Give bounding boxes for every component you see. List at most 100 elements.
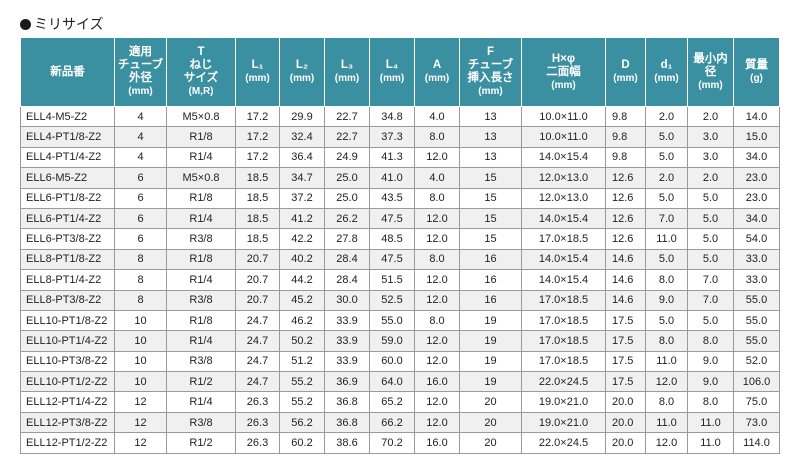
column-header-line: H×φ — [551, 52, 576, 65]
table-cell: 24.7 — [235, 350, 280, 373]
table-row: ELL4-PT1/8-Z2 4 R1/8 17.2 32.4 22.7 37.3 8.0 13 1… — [20, 126, 780, 148]
table-cell: 64.0 — [369, 371, 415, 393]
table-cell: 8.0 — [414, 248, 460, 271]
table-cell: 12.0×13.0 — [521, 167, 606, 189]
table-cell: 33.9 — [324, 350, 370, 373]
column-header: 新品番 — [20, 37, 115, 107]
table-cell: 14.0×15.4 — [521, 269, 606, 291]
table-cell: 17.0×18.5 — [521, 309, 606, 332]
table-cell: ELL4-M5-Z2 — [20, 105, 115, 128]
table-cell: 11.0 — [645, 350, 688, 373]
table-cell: 23.0 — [733, 187, 780, 209]
column-unit: (mm) — [128, 86, 153, 97]
column-header-line: d₁ — [660, 59, 673, 71]
column-unit: (mm) — [379, 73, 405, 84]
column-header-line: T — [197, 46, 205, 58]
table-cell: 34.0 — [733, 146, 780, 169]
table-cell: 14.6 — [605, 289, 646, 311]
table-cell: 12.0 — [645, 432, 688, 454]
table-cell: 17.5 — [605, 371, 646, 393]
table-cell: 41.0 — [369, 167, 415, 189]
table-cell: 29.9 — [279, 105, 325, 128]
table-cell: 5.0 — [687, 248, 734, 271]
table-cell: 5.0 — [645, 187, 688, 209]
table-cell: 8 — [114, 269, 167, 291]
table-cell: 36.9 — [324, 371, 370, 393]
table-cell: 22.0×24.5 — [521, 432, 606, 454]
table-cell: 9.0 — [687, 350, 734, 373]
table-cell: 17.2 — [235, 126, 280, 148]
table-cell: 40.2 — [279, 248, 325, 271]
table-cell: 12.6 — [605, 228, 646, 250]
column-unit: (g) — [750, 73, 763, 84]
table-cell: 5.0 — [687, 228, 734, 250]
table-cell: 44.2 — [279, 269, 325, 291]
table-cell: 4 — [114, 126, 167, 148]
table-row: ELL12-PT1/4-Z2 12 R1/4 26.3 55.2 36.8 65.2 12.0… — [20, 391, 780, 413]
table-cell: 12.0 — [414, 207, 460, 230]
table-cell: 14.0×15.4 — [521, 248, 606, 271]
table-cell: 14.0 — [733, 105, 780, 128]
table-cell: 10.0×11.0 — [521, 105, 606, 128]
table-cell: 42.2 — [279, 228, 325, 250]
table-cell: 12.0 — [414, 330, 460, 352]
table-cell: 13 — [459, 146, 522, 169]
table-cell: 20.7 — [235, 248, 280, 271]
table-cell: ELL4-PT1/8-Z2 — [20, 126, 115, 148]
table-cell: 8.0 — [645, 391, 688, 413]
table-cell: ELL8-PT1/4-Z2 — [20, 269, 115, 291]
table-cell: 55.2 — [279, 371, 325, 393]
table-cell: ELL6-PT3/8-Z2 — [20, 228, 115, 250]
table-cell: 34.7 — [279, 167, 325, 189]
table-header-row: 新品番 適用 チューブ 外径 (mm) T ねじ サイズ (M,R) L₁ (mm) L₂ (mm) L₃… — [20, 37, 780, 107]
table-cell: 8.0 — [414, 187, 460, 209]
column-header-line: L₄ — [385, 59, 399, 71]
table-cell: 17.5 — [605, 309, 646, 332]
table-cell: 50.2 — [279, 330, 325, 352]
table-cell: 12.0 — [414, 411, 460, 434]
table-cell: 5.0 — [687, 207, 734, 230]
column-header-line: 二面幅 — [546, 65, 581, 78]
table-cell: 12 — [114, 391, 167, 413]
table-row: ELL12-PT1/2-Z2 12 R1/2 26.3 60.2 38.6 70.2 16.0… — [20, 432, 780, 454]
table-cell: 9.8 — [605, 105, 646, 128]
column-header-line: サイズ — [183, 72, 219, 84]
table-cell: 20.7 — [235, 289, 280, 311]
table-cell: 5.0 — [645, 146, 688, 169]
table-cell: 8 — [114, 248, 167, 271]
table-cell: 12.0 — [414, 391, 460, 413]
table-cell: ELL12-PT3/8-Z2 — [20, 411, 115, 434]
table-cell: 12 — [114, 411, 167, 434]
table-cell: 24.7 — [235, 309, 280, 332]
table-cell: 2.0 — [687, 167, 734, 189]
table-cell: 17.0×18.5 — [521, 289, 606, 311]
table-cell: 4.0 — [414, 105, 460, 128]
table-cell: 6 — [114, 167, 167, 189]
table-cell: 26.3 — [235, 391, 280, 413]
table-body: ELL4-M5-Z2 4 M5×0.8 17.2 29.9 22.7 34.8 4.0 13 10… — [20, 105, 780, 454]
table-cell: 13 — [459, 126, 522, 148]
table-cell: 18.5 — [235, 207, 280, 230]
table-cell: 47.5 — [369, 248, 415, 271]
table-cell: R1/8 — [166, 309, 236, 332]
table-cell: 75.0 — [733, 391, 780, 413]
table-cell: 26.2 — [324, 207, 370, 230]
table-cell: 20 — [459, 432, 522, 454]
table-cell: ELL10-PT3/8-Z2 — [20, 350, 115, 373]
column-header: T ねじ サイズ (M,R) — [166, 37, 236, 107]
table-cell: 7.0 — [645, 207, 688, 230]
table-cell: 5.0 — [645, 126, 688, 148]
table-cell: 13 — [459, 105, 522, 128]
table-cell: 12 — [114, 432, 167, 454]
table-cell: 25.0 — [324, 187, 370, 209]
column-header-line: F — [486, 46, 495, 58]
table-cell: 24.9 — [324, 146, 370, 169]
table-cell: 33.0 — [733, 269, 780, 291]
table-cell: 12.0 — [414, 228, 460, 250]
table-cell: 16 — [459, 248, 522, 271]
table-cell: 15.0 — [733, 126, 780, 148]
table-cell: 52.5 — [369, 289, 415, 311]
table-cell: ELL12-PT1/2-Z2 — [20, 432, 115, 454]
table-cell: 20.7 — [235, 269, 280, 291]
column-header-line: L₃ — [340, 59, 354, 71]
